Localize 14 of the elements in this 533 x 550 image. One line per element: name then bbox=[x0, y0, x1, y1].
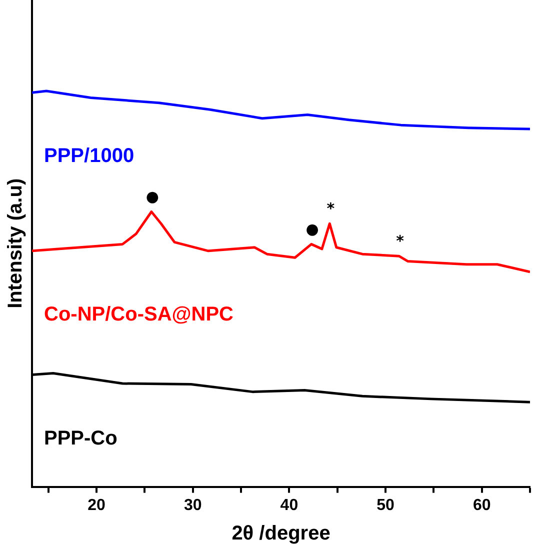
x-tick-label: 60 bbox=[472, 496, 491, 514]
y-axis-title: Intensity (a.u) bbox=[4, 178, 27, 308]
annotation: ● bbox=[306, 220, 319, 238]
text: PPP/1000 bbox=[44, 145, 134, 168]
annotation: * bbox=[326, 200, 335, 218]
x-tick-label: 40 bbox=[280, 496, 298, 514]
text: PPP-Co bbox=[44, 427, 118, 450]
x-axis-title: 2θ /degree bbox=[232, 522, 330, 545]
annotation: ● bbox=[146, 188, 159, 206]
annotation: * bbox=[396, 232, 404, 250]
text: Co-NP/Co-SA@NPC bbox=[44, 303, 234, 326]
x-tick-label: 50 bbox=[376, 496, 395, 514]
x-tick-label: 30 bbox=[184, 496, 202, 514]
x-tick-label: 20 bbox=[88, 496, 106, 514]
